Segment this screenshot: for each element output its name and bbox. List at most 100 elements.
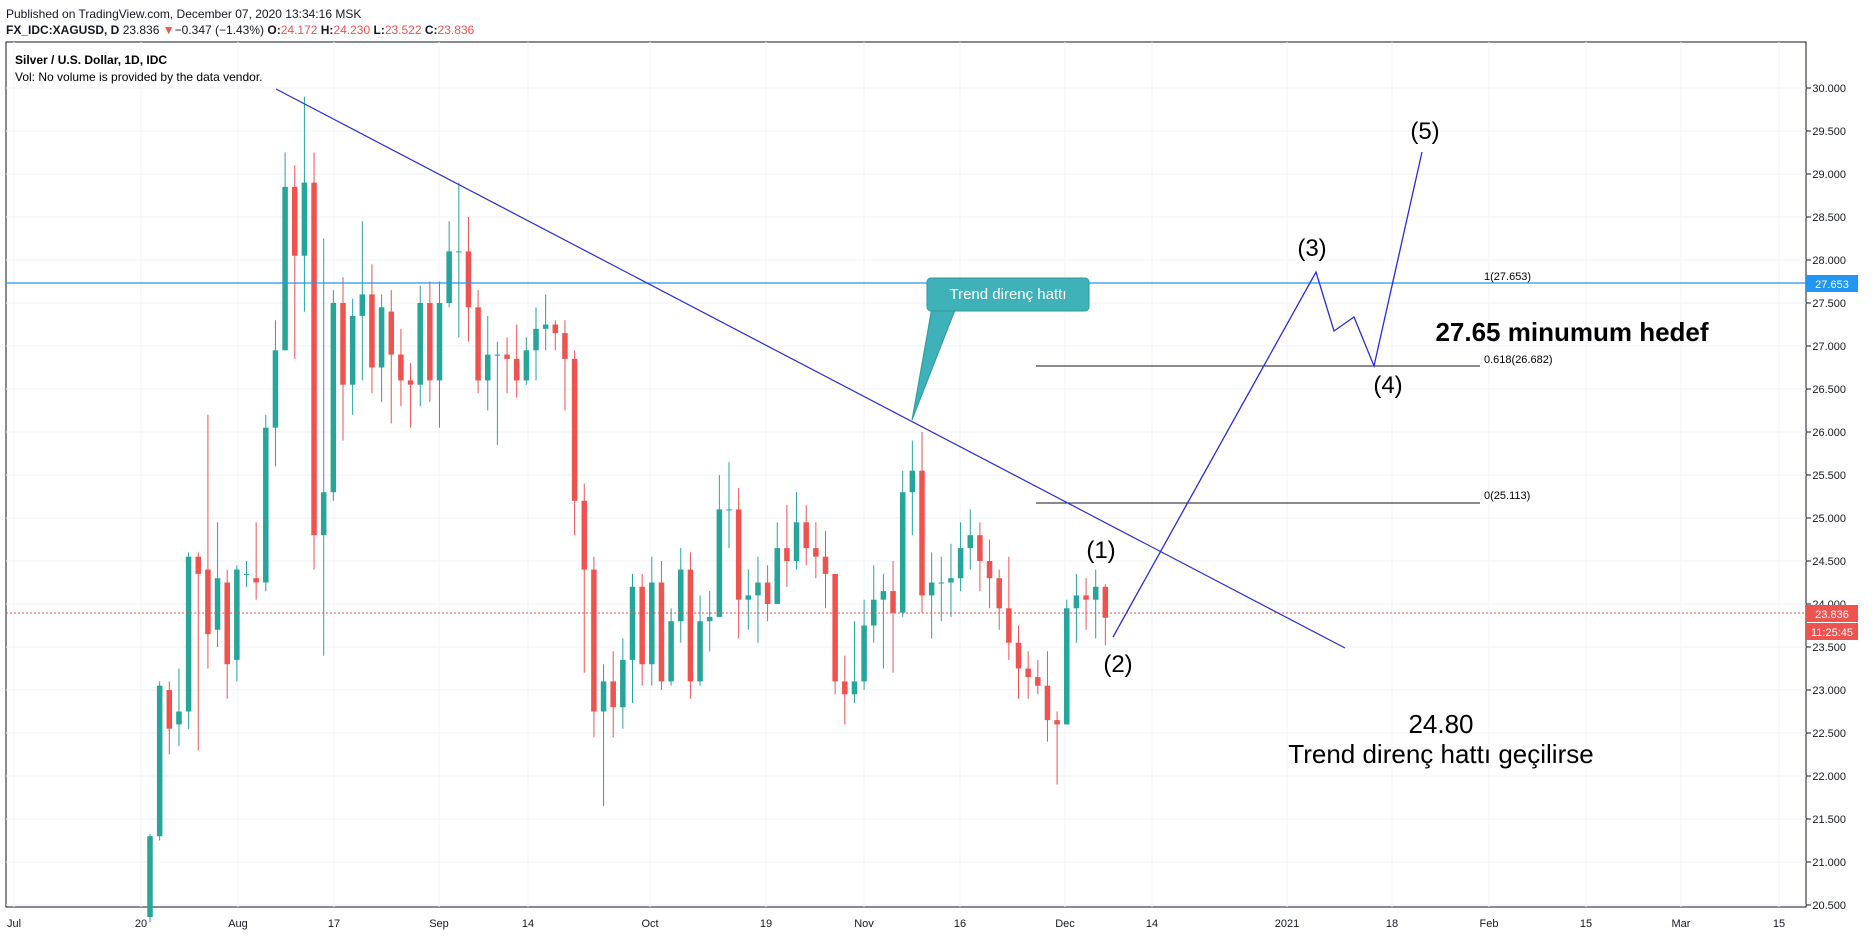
candle bbox=[542, 294, 549, 351]
candle-body bbox=[1102, 586, 1109, 618]
price-tick-label: 27.500 bbox=[1812, 298, 1846, 310]
candle-body bbox=[909, 470, 916, 493]
candle-body bbox=[687, 569, 694, 682]
wave-projection-path[interactable] bbox=[1112, 151, 1423, 638]
price-tick-label: 22.500 bbox=[1812, 728, 1846, 740]
price-tick-label: 21.000 bbox=[1812, 857, 1846, 869]
candle-body bbox=[456, 251, 462, 253]
time-tick-label: 18 bbox=[1386, 918, 1398, 930]
candle-body bbox=[320, 492, 327, 536]
candle bbox=[1092, 569, 1099, 639]
candle bbox=[928, 552, 935, 639]
candle bbox=[446, 221, 452, 308]
time-tick-label: 15 bbox=[1580, 918, 1592, 930]
candle bbox=[957, 522, 964, 592]
candle-body bbox=[398, 354, 404, 381]
candle-body bbox=[822, 556, 829, 574]
price-tick-label: 25.500 bbox=[1812, 470, 1846, 482]
candle-body bbox=[205, 569, 211, 635]
candle-body bbox=[668, 621, 674, 682]
candle-body bbox=[649, 582, 655, 665]
candle-body bbox=[330, 303, 337, 493]
candle-body bbox=[957, 548, 964, 579]
candle bbox=[1015, 625, 1022, 699]
time-tick-label: 15 bbox=[1773, 918, 1785, 930]
candle bbox=[214, 522, 221, 647]
candle-body bbox=[475, 307, 481, 381]
chart-header: Published on TradingView.com, December 0… bbox=[6, 6, 474, 38]
time-tick-label: Dec bbox=[1055, 918, 1075, 930]
candle-body bbox=[542, 324, 549, 329]
candle-body bbox=[253, 578, 259, 583]
price-tick-label: 28.000 bbox=[1812, 255, 1846, 267]
candle bbox=[726, 462, 732, 549]
candle bbox=[523, 337, 530, 385]
candle bbox=[388, 290, 394, 424]
candle bbox=[697, 595, 703, 686]
candle-body bbox=[948, 578, 954, 583]
candle bbox=[1102, 584, 1109, 646]
candle bbox=[851, 621, 858, 703]
fib-label-0: 0(25.113) bbox=[1484, 490, 1530, 502]
candle-body bbox=[166, 690, 173, 729]
candle bbox=[465, 217, 472, 342]
change-value: −0.347 (−1.43%) bbox=[174, 23, 265, 37]
level-price-badge bbox=[1806, 275, 1858, 292]
low-value: 23.522 bbox=[384, 23, 422, 37]
candle bbox=[263, 414, 269, 592]
time-tick-label: 19 bbox=[760, 918, 772, 930]
candle-body bbox=[272, 350, 279, 428]
close-value: 23.836 bbox=[437, 23, 475, 37]
candle-body bbox=[147, 836, 153, 918]
candle bbox=[301, 96, 308, 312]
candle-body bbox=[1092, 586, 1099, 600]
candle bbox=[340, 277, 346, 441]
candle bbox=[513, 324, 520, 398]
candle-body bbox=[639, 586, 645, 665]
callout-box[interactable] bbox=[926, 277, 1090, 312]
candle bbox=[745, 569, 752, 630]
candle bbox=[909, 440, 916, 536]
candle bbox=[591, 556, 597, 738]
time-axis[interactable]: Jul 20 Aug 17 Sep 14 Oct 19 Nov 16 Dec 14 2021 18 Feb 1… bbox=[7, 918, 1785, 930]
candle-body bbox=[234, 569, 240, 660]
candle-body bbox=[243, 573, 250, 575]
candle-body bbox=[562, 333, 568, 359]
candle bbox=[349, 298, 356, 415]
candle bbox=[996, 569, 1002, 630]
candle bbox=[427, 281, 433, 402]
candle-body bbox=[1015, 642, 1022, 669]
candle-body bbox=[1044, 685, 1051, 721]
candle-body bbox=[513, 358, 520, 381]
candle-body bbox=[610, 681, 616, 708]
candle-body bbox=[899, 492, 906, 613]
high-value: 24.230 bbox=[333, 23, 371, 37]
current-price-badge-text: 23.836 bbox=[1815, 609, 1849, 621]
candle-body bbox=[842, 681, 848, 695]
candle-body bbox=[388, 311, 394, 355]
price-tick-label: 23.000 bbox=[1812, 685, 1846, 697]
candle-body bbox=[928, 582, 935, 596]
candle-body bbox=[282, 186, 288, 351]
candle bbox=[1044, 651, 1051, 742]
candle-body bbox=[764, 582, 771, 604]
candle-body bbox=[813, 548, 819, 557]
candle-body bbox=[407, 380, 414, 385]
price-tick-label: 23.500 bbox=[1812, 642, 1846, 654]
candle-body bbox=[1064, 608, 1070, 725]
candle-body bbox=[552, 324, 559, 334]
last-price: 23.836 bbox=[122, 23, 160, 37]
candle-body bbox=[523, 350, 530, 381]
candle-body bbox=[678, 569, 684, 622]
price-axis[interactable]: 20.500 21.000 21.500 22.000 22.500 23.000 23.5… bbox=[1806, 83, 1846, 912]
candle bbox=[369, 264, 375, 394]
trend-resistance-line[interactable] bbox=[275, 88, 1346, 649]
candles bbox=[147, 96, 1109, 923]
candle-body bbox=[591, 569, 597, 712]
price-tick-label: 26.500 bbox=[1812, 384, 1846, 396]
candle-body bbox=[378, 307, 385, 368]
price-tick-label: 30.000 bbox=[1812, 83, 1846, 95]
candle bbox=[407, 363, 414, 428]
candle bbox=[774, 522, 780, 604]
